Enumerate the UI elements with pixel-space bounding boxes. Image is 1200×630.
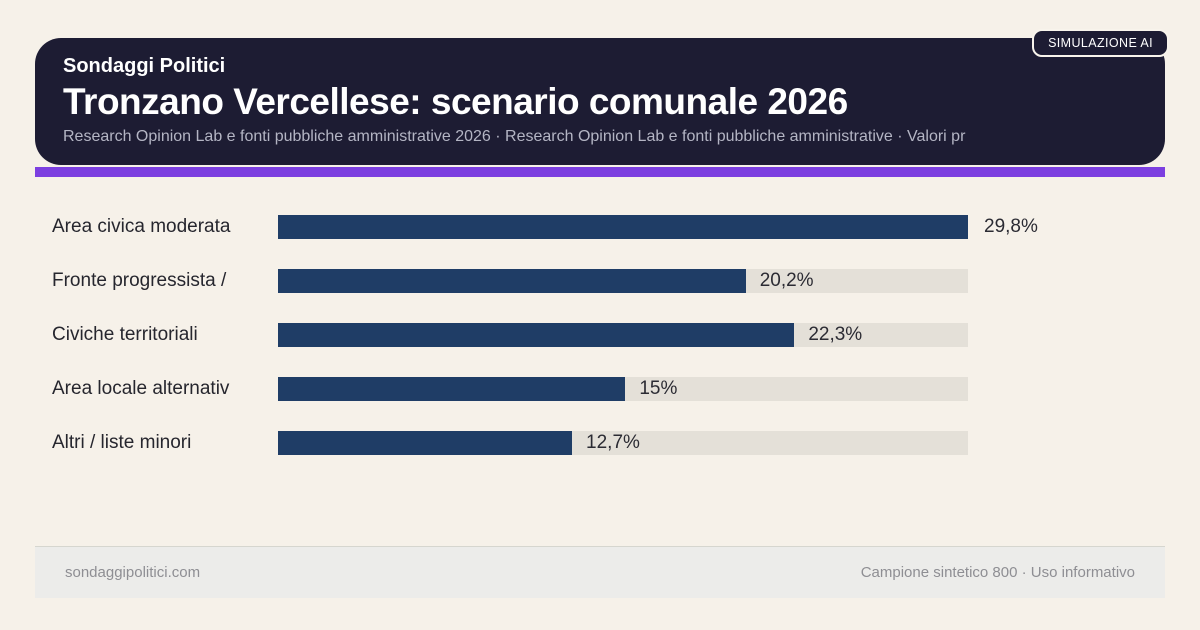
bar-fill [278, 215, 968, 239]
chart-row: Altri / liste minori 12,7% [52, 431, 1162, 455]
bar-chart: Area civica moderata 29,8% Fronte progre… [52, 215, 1162, 485]
category-label: Area civica moderata [52, 216, 231, 237]
bar-track [278, 215, 968, 239]
value-label: 29,8% [984, 216, 1038, 237]
category-label: Fronte progressista / [52, 270, 227, 291]
simulation-badge: SIMULAZIONE AI [1032, 29, 1169, 57]
bar-track: 22,3% [278, 323, 968, 347]
footer-note: Campione sintetico 800 · Uso informativo [860, 564, 1135, 581]
chart-row: Area locale alternativ 15% [52, 377, 1162, 401]
bar-track: 20,2% [278, 269, 968, 293]
brand-kicker: Sondaggi Politici [63, 55, 226, 77]
value-label: 22,3% [808, 324, 863, 345]
category-label: Altri / liste minori [52, 432, 192, 453]
page-title: Tronzano Vercellese: scenario comunale 2… [63, 81, 848, 122]
bar-fill [278, 323, 795, 347]
value-label: 12,7% [586, 432, 640, 453]
bar-fill [278, 377, 626, 401]
value-label: 15% [639, 378, 678, 399]
footer-site: sondaggipolitici.com [65, 564, 201, 581]
header-card: SIMULAZIONE AI Sondaggi Politici Tronzan… [35, 29, 1169, 165]
bar-fill [278, 431, 573, 455]
bar-fill [278, 269, 746, 293]
chart-row: Civiche territoriali 22,3% [52, 323, 1162, 347]
value-label: 20,2% [759, 270, 814, 291]
chart-row: Fronte progressista / 20,2% [52, 269, 1162, 293]
chart-row: Area civica moderata 29,8% [52, 215, 1162, 239]
source-subtitle: Research Opinion Lab e fonti pubbliche a… [63, 128, 966, 145]
bar-track: 15% [278, 377, 968, 401]
footer: sondaggipolitici.com Campione sintetico … [35, 546, 1165, 598]
category-label: Area locale alternativ [52, 378, 230, 399]
accent-bar [35, 167, 1165, 177]
category-label: Civiche territoriali [52, 324, 198, 345]
bar-track: 12,7% [278, 431, 968, 455]
